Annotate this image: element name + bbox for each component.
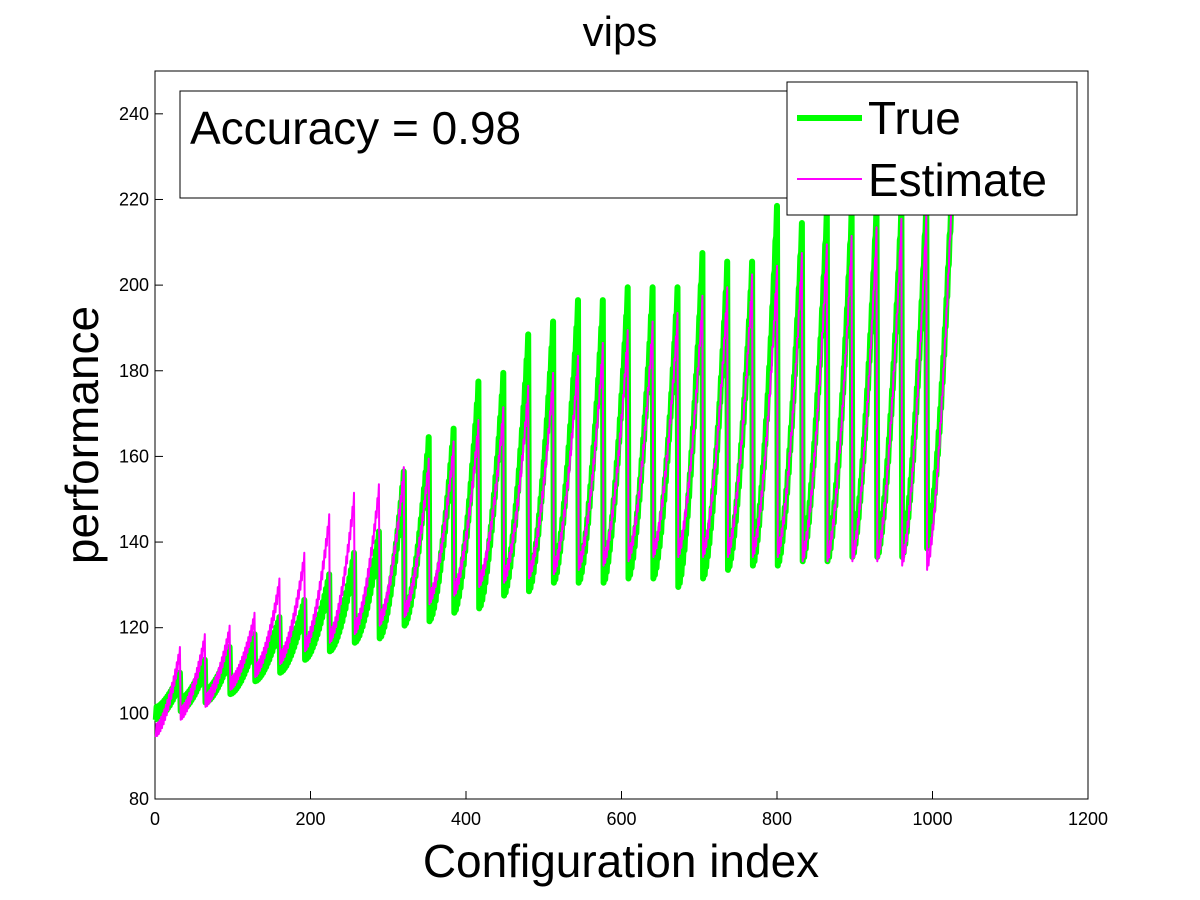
- legend-estimate-label: Estimate: [868, 154, 1047, 206]
- x-tick-label: 1200: [1068, 809, 1108, 829]
- series-layer: [152, 198, 955, 737]
- y-tick-label: 200: [119, 275, 149, 295]
- y-tick-label: 140: [119, 532, 149, 552]
- y-tick-label: 240: [119, 104, 149, 124]
- x-tick-label: 200: [295, 809, 325, 829]
- chart-title: vips: [583, 8, 658, 55]
- legend: True Estimate: [786, 81, 1078, 216]
- y-tick-label: 100: [119, 703, 149, 723]
- y-axis-label: performance: [56, 306, 108, 564]
- y-tick-label: 220: [119, 189, 149, 209]
- y-axis: 80 100 120 140 160 180 200 220 240: [119, 104, 163, 809]
- y-tick-label: 120: [119, 618, 149, 638]
- x-axis-label: Configuration index: [423, 835, 819, 887]
- series-estimate-line: [154, 205, 953, 737]
- y-tick-label: 80: [129, 789, 149, 809]
- legend-true-label: True: [868, 92, 961, 144]
- x-tick-label: 400: [451, 809, 481, 829]
- y-tick-label: 160: [119, 446, 149, 466]
- annotation-box: [179, 90, 792, 199]
- accuracy-annotation: Accuracy = 0.98: [190, 102, 521, 154]
- x-tick-label: 0: [150, 809, 160, 829]
- x-tick-label: 1000: [912, 809, 952, 829]
- x-tick-label: 600: [606, 809, 636, 829]
- legend-box: [786, 81, 1078, 216]
- x-axis: 0 200 400 600 800 1000 1200: [150, 791, 1108, 829]
- x-tick-label: 800: [762, 809, 792, 829]
- y-tick-label: 180: [119, 361, 149, 381]
